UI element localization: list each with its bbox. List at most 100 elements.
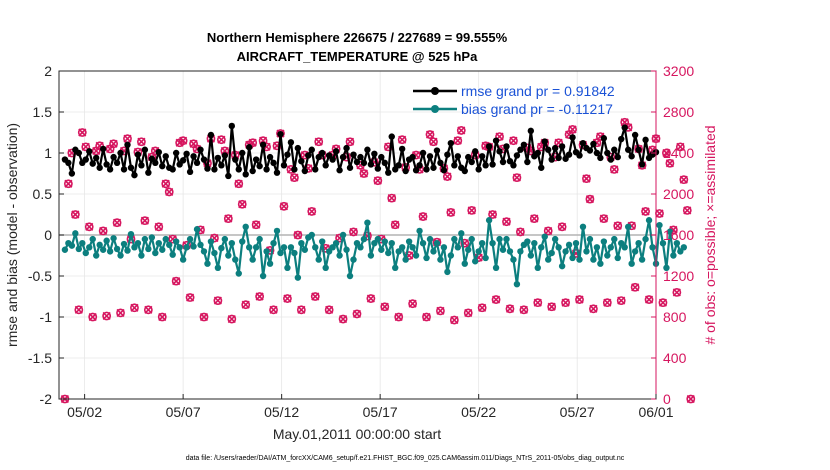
legend-rmse-label: rmse grand pr = 0.91842 [461, 83, 615, 99]
bias-point [270, 240, 277, 247]
bias-point [110, 235, 117, 242]
obs-possible-marker [418, 212, 428, 221]
bias-point [197, 241, 204, 249]
obs-assimilated-marker [345, 137, 355, 146]
obs-assimilated-marker [561, 298, 570, 307]
legend-bias-marker [431, 105, 439, 113]
rmse-point [437, 159, 444, 167]
bias-point [332, 240, 340, 247]
obs-assimilated-marker [311, 292, 320, 301]
rmse-point [218, 162, 225, 169]
bias-point [204, 260, 211, 267]
chart-title-line-1: Northern Hemisphere 226675 / 227689 = 99… [207, 30, 508, 45]
obs-possible-marker [98, 226, 108, 236]
bias-point [656, 221, 663, 229]
rmse-point [103, 161, 110, 168]
bias-point [322, 264, 329, 271]
obs-possible-marker [248, 138, 258, 148]
obs-possible-marker [672, 287, 682, 297]
bias-point [319, 238, 326, 245]
obs-assimilated-marker [137, 137, 146, 146]
rmse-point [524, 158, 531, 166]
obs-assimilated-marker [78, 128, 87, 137]
rmse-point [485, 143, 493, 150]
rmse-point [291, 166, 298, 173]
obs-possible-marker [644, 295, 654, 304]
obs-possible-marker [488, 210, 497, 219]
rmse-point [172, 149, 180, 157]
obs-possible-marker [616, 296, 626, 305]
obs-possible-marker [547, 302, 557, 312]
rmse-point [284, 151, 291, 158]
obs-assimilated-marker [391, 220, 400, 229]
obs-assimilated-marker [613, 221, 622, 230]
bias-point [468, 235, 475, 243]
bias-point [176, 244, 183, 251]
rmse-point [200, 156, 208, 163]
obs-assimilated-marker [366, 294, 375, 303]
rmse-point [398, 145, 406, 153]
obs-possible-marker [422, 312, 431, 322]
obs-possible-marker [394, 312, 404, 322]
obs-possible-marker [74, 305, 84, 315]
rmse-point [117, 149, 124, 157]
obs-possible-marker [345, 137, 355, 147]
left-tick-label: 2 [44, 63, 52, 79]
obs-possible-marker [109, 139, 118, 149]
rmse-point [252, 156, 260, 163]
rmse-point [618, 135, 625, 143]
bias-point [360, 235, 368, 243]
x-tick-label: 05/27 [560, 404, 595, 420]
obs-assimilated-marker [179, 136, 188, 145]
rmse-point [113, 159, 121, 167]
obs-assimilated-marker [224, 214, 233, 223]
bias-point [645, 217, 653, 224]
obs-possible-marker [429, 137, 438, 147]
obs-assimilated-marker [269, 305, 278, 314]
bias-point [621, 244, 628, 251]
obs-possible-marker [463, 308, 473, 318]
obs-assimilated-marker [686, 394, 695, 404]
bias-point [604, 252, 611, 259]
bias-point [583, 248, 590, 255]
obs-possible-marker [602, 298, 612, 308]
rmse-point [266, 153, 274, 161]
bias-point [531, 240, 538, 247]
obs-possible-marker [575, 295, 584, 304]
obs-possible-marker [164, 187, 174, 197]
rmse-point [127, 164, 135, 171]
rmse-point [478, 153, 486, 160]
rmse-point [607, 156, 614, 163]
obs-possible-marker [112, 218, 122, 228]
obs-possible-marker [512, 173, 522, 182]
obs-possible-marker [143, 305, 153, 315]
bias-point [350, 256, 357, 263]
bias-point [405, 238, 413, 245]
rmse-point [409, 153, 416, 161]
obs-assimilated-marker [307, 207, 316, 216]
right-tick-label: 3200 [663, 63, 694, 79]
obs-possible-marker [460, 238, 470, 248]
bias-point [308, 231, 315, 239]
rmse-point [461, 167, 468, 175]
obs-possible-marker [366, 294, 376, 303]
rmse-point [614, 153, 621, 161]
bias-point [166, 241, 173, 249]
obs-possible-marker [237, 199, 247, 209]
bias-point [579, 223, 587, 230]
obs-possible-marker [585, 194, 595, 204]
rmse-point [631, 131, 639, 139]
bias-point [447, 252, 455, 259]
rmse-point [343, 144, 350, 152]
rmse-point [159, 162, 166, 170]
bias-point [475, 248, 482, 255]
obs-assimilated-marker [85, 222, 94, 231]
rmse-point [555, 154, 562, 162]
rmse-point [475, 166, 482, 173]
bias-point [134, 240, 142, 247]
obs-possible-marker [449, 315, 459, 325]
rmse-point [482, 162, 489, 169]
bias-point [96, 241, 103, 249]
bias-point [124, 247, 131, 254]
rmse-point [346, 164, 354, 171]
